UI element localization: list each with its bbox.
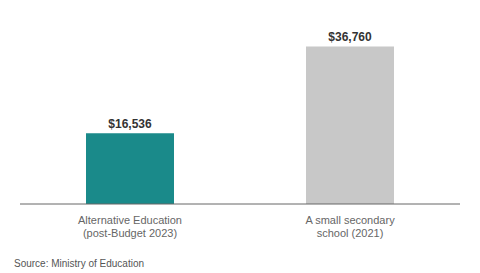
svg-text:$16,536: $16,536 xyxy=(108,117,152,131)
svg-text:$36,760: $36,760 xyxy=(328,30,372,44)
html-text:Source: Ministry of Education: Source: Ministry of Education xyxy=(14,258,145,269)
svg-text:A small secondaryschool (2021): A small secondaryschool (2021) xyxy=(305,214,395,239)
svg-text:Alternative Education(post-Bud: Alternative Education(post-Budget 2023) xyxy=(78,214,182,239)
